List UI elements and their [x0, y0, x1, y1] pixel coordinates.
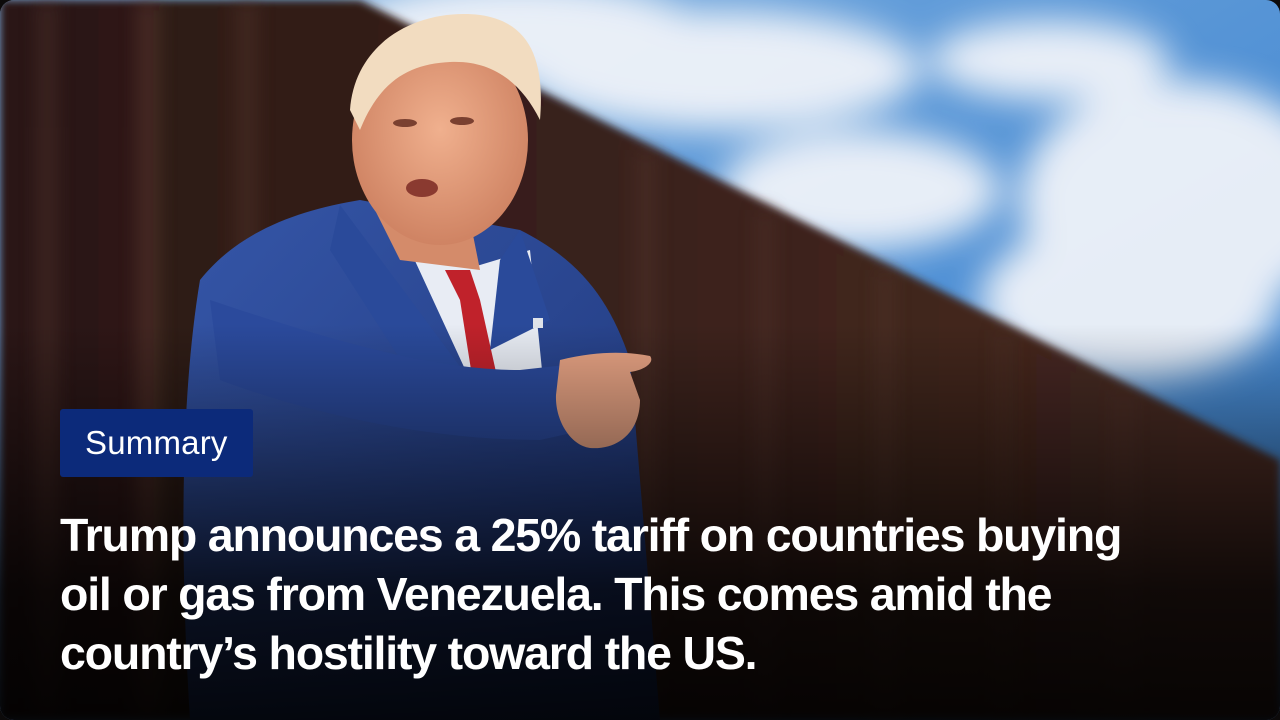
summary-badge: Summary — [60, 409, 253, 477]
headline: Trump announces a 25% tariff on countrie… — [60, 509, 1122, 679]
summary-badge-label: Summary — [85, 424, 228, 461]
